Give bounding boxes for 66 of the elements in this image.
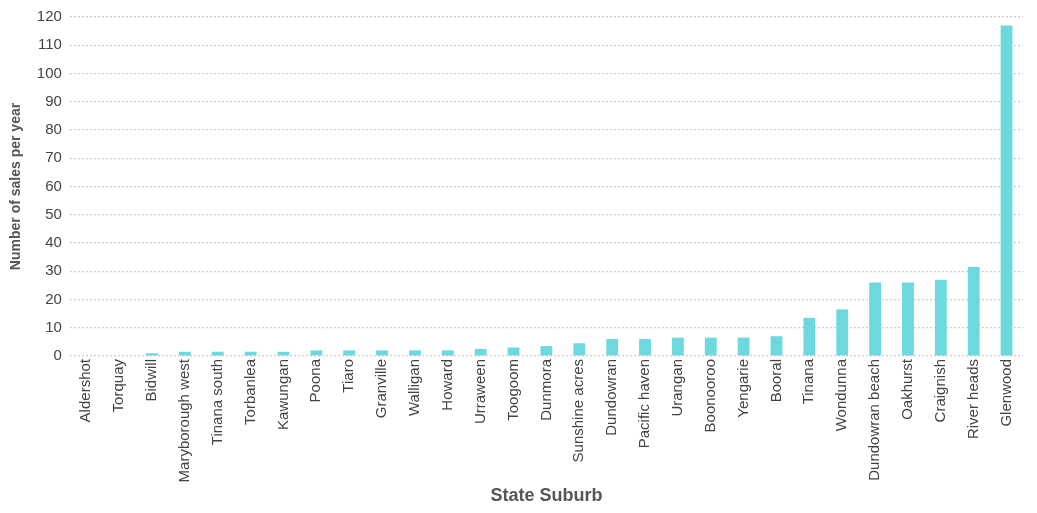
x-tick-label: Poona [306, 358, 324, 403]
x-tick-label: Tinana south [207, 359, 225, 446]
x-tick-label: Urangan [668, 359, 686, 417]
y-tick-label: 60 [45, 176, 62, 194]
x-tick-label: Granville [372, 359, 390, 419]
x-tick-label: Howard [437, 359, 455, 411]
x-tick-label: Oakhurst [898, 358, 916, 420]
y-tick-label: 0 [53, 346, 62, 364]
x-tick-label: Boonooroo [700, 359, 718, 433]
x-tick-label: Tiaro [339, 359, 357, 393]
x-tick-label: Pacific haven [635, 359, 653, 449]
y-tick-label: 80 [45, 120, 62, 138]
x-tick-label: Sunshine acres [569, 359, 587, 463]
bar [902, 282, 914, 356]
bar [770, 336, 783, 356]
bar [540, 346, 553, 356]
bar [639, 339, 651, 356]
y-tick-label: 40 [45, 233, 62, 251]
bar [737, 337, 750, 356]
bar [836, 309, 849, 356]
bar [1000, 25, 1013, 356]
x-tick-label: Booral [766, 359, 784, 403]
bar [869, 282, 882, 356]
x-tick-label: Craignish [930, 359, 948, 423]
y-tick-label: 30 [45, 261, 62, 279]
bar [310, 350, 323, 356]
y-tick-label: 110 [37, 35, 62, 53]
x-tick-label: Dundowran [602, 359, 620, 436]
x-tick-label: Aldershot [76, 358, 94, 423]
y-tick-label: 100 [36, 63, 62, 81]
bar [441, 350, 454, 356]
bar [671, 337, 684, 356]
x-tick-label: Wondunna [832, 358, 850, 432]
x-tick-label: Bidwill [142, 359, 160, 402]
bar [343, 350, 356, 356]
x-tick-label: Tinana [799, 358, 817, 405]
y-tick-label: 20 [45, 289, 62, 307]
bar [803, 317, 816, 356]
bar [967, 267, 980, 356]
y-tick-label: 10 [45, 317, 62, 335]
x-tick-label: Toogoom [503, 359, 521, 421]
bar [376, 350, 388, 356]
x-axis-title: State Suburb [490, 485, 603, 506]
x-tick-label: Urraween [470, 359, 488, 425]
y-tick-label: 50 [45, 204, 62, 222]
x-tick-label: Torbanlea [240, 358, 258, 425]
x-tick-label: Dunmora [536, 358, 554, 421]
x-tick-label: Yengarie [733, 359, 751, 418]
x-tick-label: Torquay [109, 358, 127, 413]
bar [606, 339, 619, 356]
y-tick-label: 90 [45, 91, 62, 109]
bar [934, 279, 947, 356]
x-tick-label: Walligan [405, 359, 423, 416]
bar [146, 353, 158, 356]
x-tick-label: Kawungan [273, 359, 291, 430]
x-tick-label: River heads [963, 359, 981, 440]
bar [474, 348, 487, 356]
bar [409, 350, 421, 356]
y-tick-label: 120 [36, 7, 62, 25]
bar [573, 343, 586, 356]
bar [704, 337, 717, 356]
y-tick-label: 70 [45, 148, 62, 166]
x-tick-label: Glenwood [996, 359, 1014, 427]
x-tick-label: Dundowran beach [865, 359, 883, 481]
x-tick-label: Maryborough west [175, 358, 193, 483]
y-axis-title: Number of sales per year [7, 102, 24, 271]
